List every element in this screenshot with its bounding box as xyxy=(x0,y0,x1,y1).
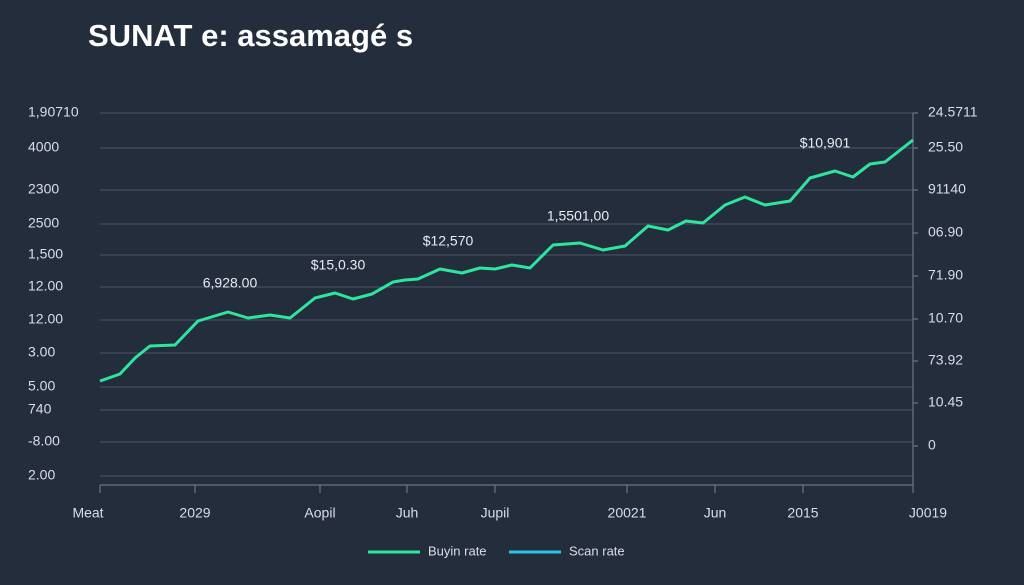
y2-tick-label: 73.92 xyxy=(928,352,963,368)
y2-tick-label: 06.90 xyxy=(928,224,963,240)
y-tick-label: 12.00 xyxy=(28,278,63,294)
annotation: $12,570 xyxy=(423,233,474,249)
x-tick-label: J0019 xyxy=(909,505,947,521)
y-tick-label: 1,90710 xyxy=(28,104,79,120)
y2-tick-label: 0 xyxy=(928,437,936,453)
y-tick-label: 3.00 xyxy=(28,344,55,360)
legend-label: Scan rate xyxy=(569,543,625,558)
x-tick-label: 20021 xyxy=(608,505,647,521)
y2-tick-label: 10.70 xyxy=(928,310,963,326)
legend-label: Buyin rate xyxy=(428,543,487,558)
y-tick-label: 1,500 xyxy=(28,246,63,262)
x-tick-label: 2029 xyxy=(179,505,210,521)
y-tick-label: 4000 xyxy=(28,139,59,155)
y2-tick-label: 71.90 xyxy=(928,267,963,283)
data-line xyxy=(99,138,914,383)
x-tick-label: Aopil xyxy=(304,505,335,521)
y-tick-label: 740 xyxy=(28,401,52,417)
x-tick-label: Jun xyxy=(704,505,727,521)
y2-tick-label: 25.50 xyxy=(928,139,963,155)
y-tick-label: 2300 xyxy=(28,181,59,197)
annotation: 6,928.00 xyxy=(203,275,258,291)
x-tick-label: Juh xyxy=(396,505,419,521)
y-tick-label: 5.00 xyxy=(28,378,55,394)
y-tick-label: 2.00 xyxy=(28,467,55,483)
y2-tick-label: 91140 xyxy=(928,181,966,197)
y-tick-label: 2500 xyxy=(28,215,59,231)
annotation: $10,901 xyxy=(800,135,851,151)
x-tick-label: Jupil xyxy=(481,505,510,521)
x-tick-label: Meat xyxy=(72,505,103,521)
y2-tick-label: 10.45 xyxy=(928,394,963,410)
y-tick-label: -8.00 xyxy=(28,433,60,449)
annotation: 1,5501,00 xyxy=(547,208,609,224)
x-tick-label: 2015 xyxy=(787,505,818,521)
annotation: $15,0.30 xyxy=(311,257,366,273)
y-tick-label: 12.00 xyxy=(28,311,63,327)
y2-tick-label: 24.5711 xyxy=(928,104,978,120)
chart-title: SUNAT e: assamagé s xyxy=(88,18,413,53)
